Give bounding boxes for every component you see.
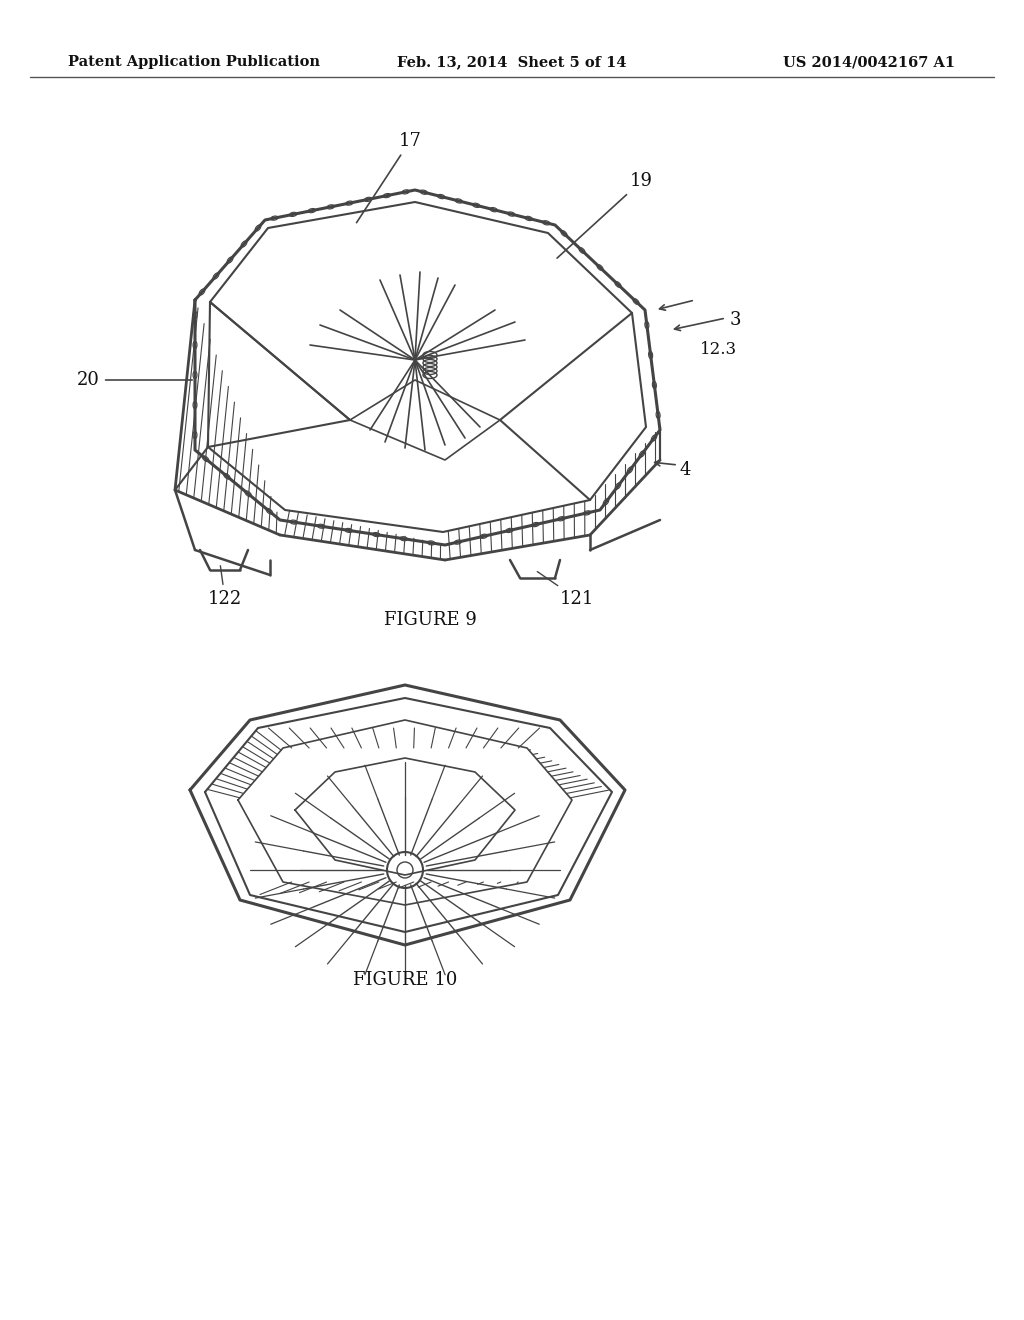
Text: 20: 20 (77, 371, 193, 389)
Text: 19: 19 (557, 172, 653, 259)
Text: US 2014/0042167 A1: US 2014/0042167 A1 (783, 55, 955, 69)
Text: Feb. 13, 2014  Sheet 5 of 14: Feb. 13, 2014 Sheet 5 of 14 (397, 55, 627, 69)
Text: Patent Application Publication: Patent Application Publication (68, 55, 319, 69)
Text: 17: 17 (356, 132, 422, 223)
Text: 3: 3 (730, 312, 741, 329)
Text: 4: 4 (680, 461, 691, 479)
Text: 121: 121 (538, 572, 594, 609)
Text: 122: 122 (208, 566, 242, 609)
Text: FIGURE 9: FIGURE 9 (384, 611, 476, 630)
Text: FIGURE 10: FIGURE 10 (353, 972, 457, 989)
Text: 12.3: 12.3 (700, 342, 737, 359)
